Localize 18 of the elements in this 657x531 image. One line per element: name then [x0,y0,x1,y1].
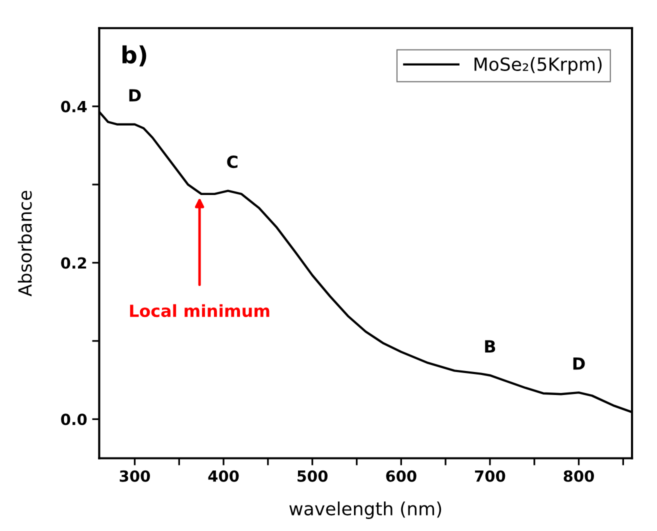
annotation: C [227,156,238,168]
y-tick-label: 0.4 [61,100,87,112]
annotation: b) [122,45,146,66]
x-tick-label: 400 [208,470,239,482]
x-axis-title: wavelength (nm) [289,502,442,519]
annotation: D [129,89,141,102]
annotation: D [573,358,585,370]
x-tick-label: 600 [386,470,416,482]
x-tick-label: 300 [120,470,150,482]
x-tick-label: 500 [298,470,328,482]
legend-label: MoSe₂(5Krpm) [474,57,602,75]
y-axis-title: Absorbance [18,190,32,296]
y-tick-label: 0.2 [61,257,86,269]
annotation: B [485,340,496,352]
annotation: Local minimum [130,304,270,318]
x-tick-label: 700 [475,470,506,482]
x-tick-label: 800 [564,470,594,482]
y-tick-label: 0.0 [61,414,87,426]
